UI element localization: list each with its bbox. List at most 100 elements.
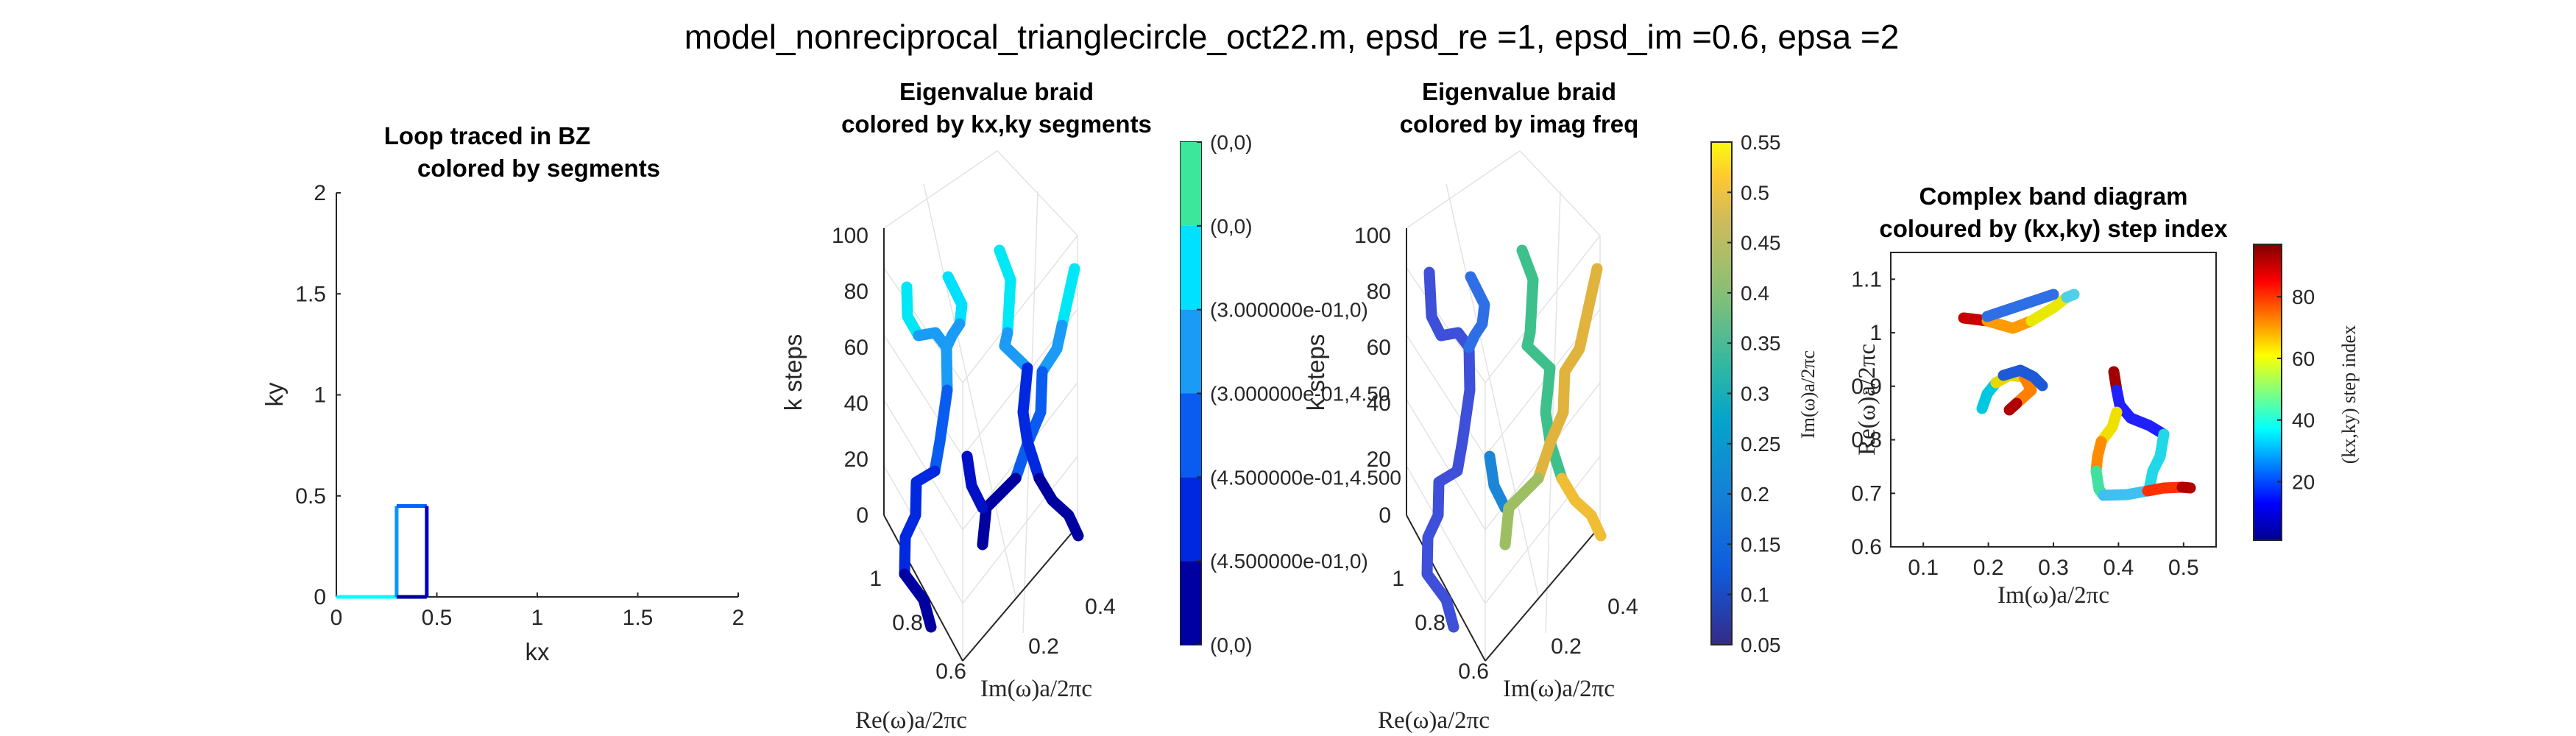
panel-complex-band: Complex band diagram coloured by (kx,ky)… — [1851, 183, 2360, 609]
braid1-curve-left-top — [901, 281, 924, 342]
bz-title-line2: colored by segments — [417, 155, 660, 182]
band-curve-top-orange — [1981, 315, 2037, 334]
braid1-y-tick-1: 1 — [869, 567, 882, 591]
band-x-label: Im(ω)a/2πc — [1998, 582, 2109, 609]
bz-y-tick-label: 1.5 — [295, 282, 326, 306]
braid2-cb-tick-label: 0.05 — [1741, 634, 1781, 657]
braid1-y-tick-0.8: 0.8 — [892, 611, 923, 635]
braid1-cb-label: (4.500000e-01,0) — [1210, 550, 1368, 573]
braid1-cb-label: (4.500000e-01,4.500 — [1210, 466, 1401, 489]
band-y-tick-label: 1 — [1869, 321, 1882, 345]
braid1-y-tick-0.6: 0.6 — [935, 659, 966, 684]
braid1-z-label: k steps — [779, 334, 807, 411]
band-curve-top-yellow — [2025, 291, 2073, 327]
braid1-y-label: Re(ω)a/2πc — [855, 707, 967, 734]
band-cb-label: (kx,ky) step index — [2338, 325, 2360, 464]
braid1-title-line1: Eigenvalue braid — [899, 78, 1094, 105]
braid2-cb-tick-label: 0.35 — [1741, 332, 1781, 355]
band-x-tick-label: 0.2 — [1973, 556, 2004, 580]
braid1-cb-label: (3.000000e-01,0) — [1210, 299, 1368, 322]
braid1-x-tick-0.4: 0.4 — [1085, 595, 1116, 619]
braid1-curves — [899, 244, 1084, 633]
band-y-tick-label: 0.7 — [1851, 481, 1882, 506]
braid2-cb-tick-label: 0.4 — [1741, 282, 1769, 305]
braid2-curve-right-gold — [1532, 263, 1603, 484]
braid2-colorbar: 0.050.10.150.20.250.30.350.40.450.50.55 … — [1710, 131, 1819, 657]
braid1-curve-right-bottom-b — [1033, 473, 1084, 542]
figure-title: model_nonreciprocal_trianglecircle_oct22… — [684, 18, 1900, 56]
braid1-cb-block — [1181, 142, 1201, 226]
braid1-curve-right-top-b — [1056, 263, 1080, 331]
braid2-curve-mid-green — [1516, 244, 1568, 484]
braid1-curve-center-cross — [1017, 362, 1045, 484]
band-y-tick-label: 0.9 — [1851, 375, 1882, 399]
bz-y-tick-label: 1 — [314, 383, 326, 408]
bz-tick-group: 0 0.5 1 1.5 2 0 0.5 1 1.5 2 — [295, 181, 744, 630]
braid2-cb-tick-label: 0.5 — [1741, 181, 1769, 204]
braid1-z-tick-label: 60 — [844, 336, 868, 360]
braid1-curve-mid-lower — [929, 384, 953, 477]
braid2-curve-right-tail — [1556, 473, 1607, 542]
band-title-line2: coloured by (kx,ky) step index — [1879, 215, 2228, 242]
braid1-curve-mid-upper — [941, 318, 966, 396]
bz-y-tick-label: 0.5 — [295, 484, 326, 509]
braid1-curve-left-lower — [899, 465, 941, 580]
band-curve-mid-red — [2003, 397, 2023, 416]
band-curve-right-tail-dark — [2176, 481, 2196, 494]
band-cb-tick-label: 60 — [2292, 347, 2315, 370]
braid1-cb-label: (0,0) — [1210, 131, 1253, 154]
bz-loop-lines — [336, 503, 429, 599]
band-cb-tick-label: 80 — [2292, 286, 2315, 308]
band-curve-mid-orange — [2011, 371, 2037, 409]
braid2-curve-left-join — [1463, 271, 1490, 353]
braid1-x-label: Im(ω)a/2πc — [980, 676, 1092, 702]
band-y-tick-label: 1.1 — [1851, 267, 1882, 291]
braid1-colorbar: (0,0) (0,0) (3.000000e-01,0) (3.000000e-01,… — [1180, 131, 1401, 657]
braid2-y-tick-0.8: 0.8 — [1415, 611, 1446, 635]
braid1-cb-label: (3.000000e-01,4.50 — [1210, 383, 1390, 406]
braid2-title-line1: Eigenvalue braid — [1422, 78, 1616, 105]
braid2-z-tick-label: 0 — [1379, 503, 1391, 528]
braid2-cb-label: Im(ω)a/2πc — [1797, 350, 1819, 439]
braid2-z-tick-label: 20 — [1367, 447, 1391, 472]
band-y-label: Re(ω)a/2πc — [1854, 344, 1880, 456]
braid2-y-label: Re(ω)a/2πc — [1378, 707, 1490, 734]
band-curve-right-lightblue — [2098, 485, 2154, 501]
braid2-z-label: k steps — [1302, 334, 1329, 411]
braid2-x-axis — [1485, 526, 1601, 662]
braid2-curve-left-lower — [1484, 450, 1511, 514]
bz-x-tick-label: 0.5 — [422, 606, 453, 630]
braid1-cb-block — [1181, 477, 1201, 562]
band-colorbar: 20 40 60 80 (kx,ky) step index — [2253, 244, 2360, 541]
braid2-cb-tick-label: 0.45 — [1741, 232, 1781, 255]
braid2-curve-right-bottom — [1499, 473, 1544, 551]
band-curve-top-blue — [1981, 289, 2059, 322]
braid2-z-ticks: 0 20 40 60 80 100 — [1354, 224, 1391, 528]
braid2-title-line2: colored by imag freq — [1400, 110, 1639, 138]
band-cb-tick-label: 40 — [2292, 409, 2315, 432]
bz-y-tick-label: 0 — [314, 585, 326, 609]
braid1-z-tick-label: 80 — [844, 280, 868, 304]
panel-braid-imag: Eigenvalue braid colored by imag freq 0 2… — [1302, 78, 1819, 734]
braid2-cb-tick-label: 0.1 — [1741, 584, 1769, 606]
braid1-curve-right-top-a — [994, 244, 1016, 339]
braid1-curve-right-bottom-a — [977, 473, 1022, 551]
bz-y-tick-label: 2 — [314, 181, 326, 205]
band-tick-group: 0.1 0.2 0.3 0.4 0.5 0.6 0.7 0.8 0.9 1 1.1 — [1851, 267, 2198, 580]
braid2-z-tick-label: 40 — [1367, 392, 1391, 416]
braid2-x-label: Im(ω)a/2πc — [1503, 676, 1615, 702]
braid1-y-axis — [883, 514, 963, 662]
braid1-z-tick-label: 20 — [844, 447, 868, 472]
band-x-tick-label: 0.4 — [2103, 556, 2134, 580]
band-curve-mid-blue — [1998, 364, 2048, 392]
braid2-cb-tick-label: 0.2 — [1741, 483, 1769, 506]
braid1-curve-right-upper — [999, 327, 1033, 374]
braid2-x-tick-0.2: 0.2 — [1551, 634, 1582, 659]
band-x-tick-label: 0.5 — [2168, 556, 2199, 580]
braid1-x-axis — [962, 526, 1078, 662]
braid1-curve-right-mid — [1036, 319, 1068, 378]
braid2-y-tick-1: 1 — [1392, 567, 1404, 591]
band-title-line1: Complex band diagram — [1919, 183, 2188, 210]
